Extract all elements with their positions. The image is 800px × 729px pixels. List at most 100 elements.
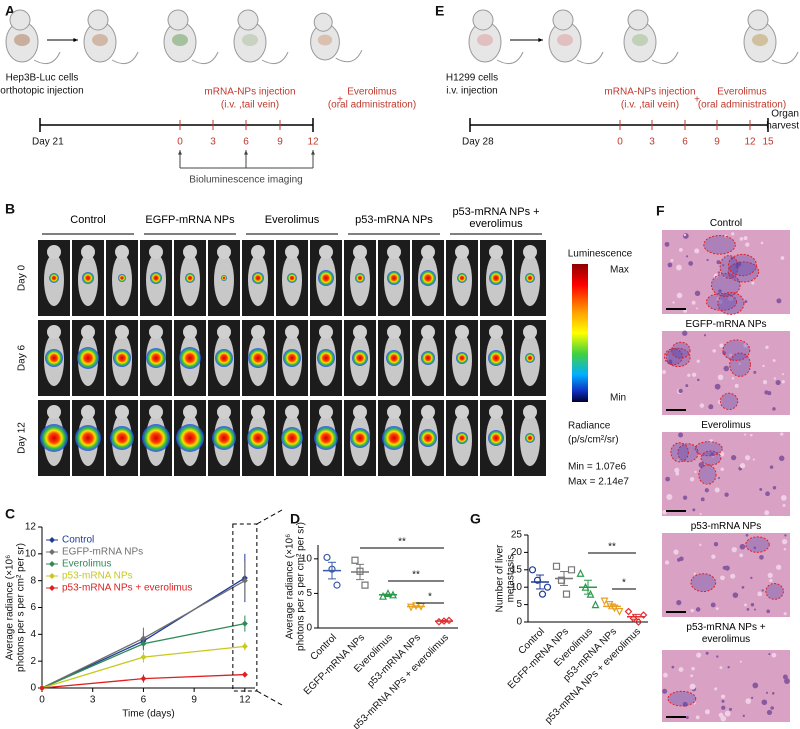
signal [215, 349, 233, 367]
cells-label: Hep3B-Luc cells [6, 73, 79, 84]
mouse-tail [261, 51, 289, 65]
mouse-image-head [319, 245, 333, 259]
tissue [767, 572, 773, 579]
y-tick-label: 5 [516, 599, 522, 610]
y-tick-label: 5 [306, 588, 312, 599]
tissue [696, 307, 699, 310]
tissue [734, 383, 739, 388]
signal [352, 350, 368, 366]
tissue [664, 560, 670, 565]
mouse-image-head [149, 245, 163, 259]
signal [221, 275, 227, 281]
tissue [765, 345, 769, 349]
group-label-box: Control [70, 214, 105, 226]
tissue [712, 349, 716, 353]
signal [247, 427, 269, 449]
tissue [695, 607, 701, 612]
tissue [771, 652, 777, 658]
tissue [697, 378, 700, 382]
day-label: 3 [210, 137, 216, 148]
tissue [700, 497, 705, 502]
tissue [663, 672, 668, 678]
tissue [692, 508, 696, 512]
tissue [772, 486, 777, 490]
mouse-image-head [489, 405, 503, 419]
tissue [691, 667, 695, 671]
tissue [752, 682, 759, 689]
image-label: p53-mRNA NPs + everolimus [686, 622, 766, 645]
tissue [722, 264, 725, 267]
point [241, 643, 248, 650]
y-tick-label: 2 [30, 656, 36, 667]
tissue [769, 465, 774, 469]
tissue [722, 565, 727, 570]
point [328, 565, 336, 573]
tissue [745, 533, 749, 537]
tissue [744, 455, 751, 461]
tissue [720, 467, 724, 472]
tissue [712, 455, 715, 458]
tissue [753, 546, 757, 550]
tissue [769, 578, 773, 583]
tissue [676, 264, 682, 271]
signal [457, 273, 467, 283]
tissue [730, 573, 736, 579]
tissue [738, 362, 741, 365]
tissue [694, 290, 701, 297]
signal [40, 424, 68, 452]
mouse-organ [172, 34, 188, 46]
tissue [678, 388, 683, 394]
signal [525, 353, 535, 363]
mouse-image-head [421, 405, 435, 419]
tissue [694, 248, 700, 254]
point [445, 616, 453, 625]
tissue [665, 476, 671, 482]
point [241, 577, 248, 584]
signal [350, 428, 370, 448]
mouse-tail [496, 51, 524, 65]
tissue [776, 298, 782, 304]
harvest-label: Organ [771, 109, 799, 120]
tissue [718, 289, 722, 293]
image-label-box: p53-mRNA NPs + everolimus [686, 622, 766, 645]
tissue [672, 301, 675, 304]
group-label-box: EGFP-mRNA NPs [145, 214, 234, 226]
point [562, 590, 571, 598]
signal [355, 273, 365, 283]
tissue [780, 432, 784, 436]
histology [662, 331, 790, 415]
tissue [744, 300, 748, 304]
signal [525, 273, 535, 283]
mouse-image-head [353, 405, 367, 419]
point [384, 589, 392, 598]
point [361, 581, 369, 589]
tissue [720, 575, 725, 581]
signal [488, 350, 504, 366]
y-axis-label: photons per s per cm² per sr) [16, 543, 27, 672]
colorbar-unit: (p/s/cm²/sr) [568, 435, 619, 446]
tissue [739, 543, 746, 550]
tissue [759, 554, 764, 560]
tissue [719, 343, 724, 348]
y-tick-label: 0 [516, 617, 522, 628]
tissue [664, 241, 670, 247]
signal [179, 347, 201, 369]
mouse-image-head [523, 245, 537, 259]
tissue [718, 712, 724, 718]
tissue [683, 233, 687, 237]
tissue [766, 609, 771, 614]
mouse-image-head [115, 245, 129, 259]
tissue [753, 608, 757, 611]
tissue [676, 292, 683, 299]
signal [456, 432, 468, 444]
mouse-image-head [217, 325, 231, 339]
mouse-tail [651, 51, 679, 65]
day-label: 9 [714, 137, 720, 148]
signal [176, 424, 204, 452]
zoom-link [256, 509, 283, 525]
tissue [682, 330, 688, 336]
tissue [688, 261, 694, 266]
tissue [718, 299, 723, 304]
mouse-image-head [81, 245, 95, 259]
tissue [724, 710, 731, 717]
